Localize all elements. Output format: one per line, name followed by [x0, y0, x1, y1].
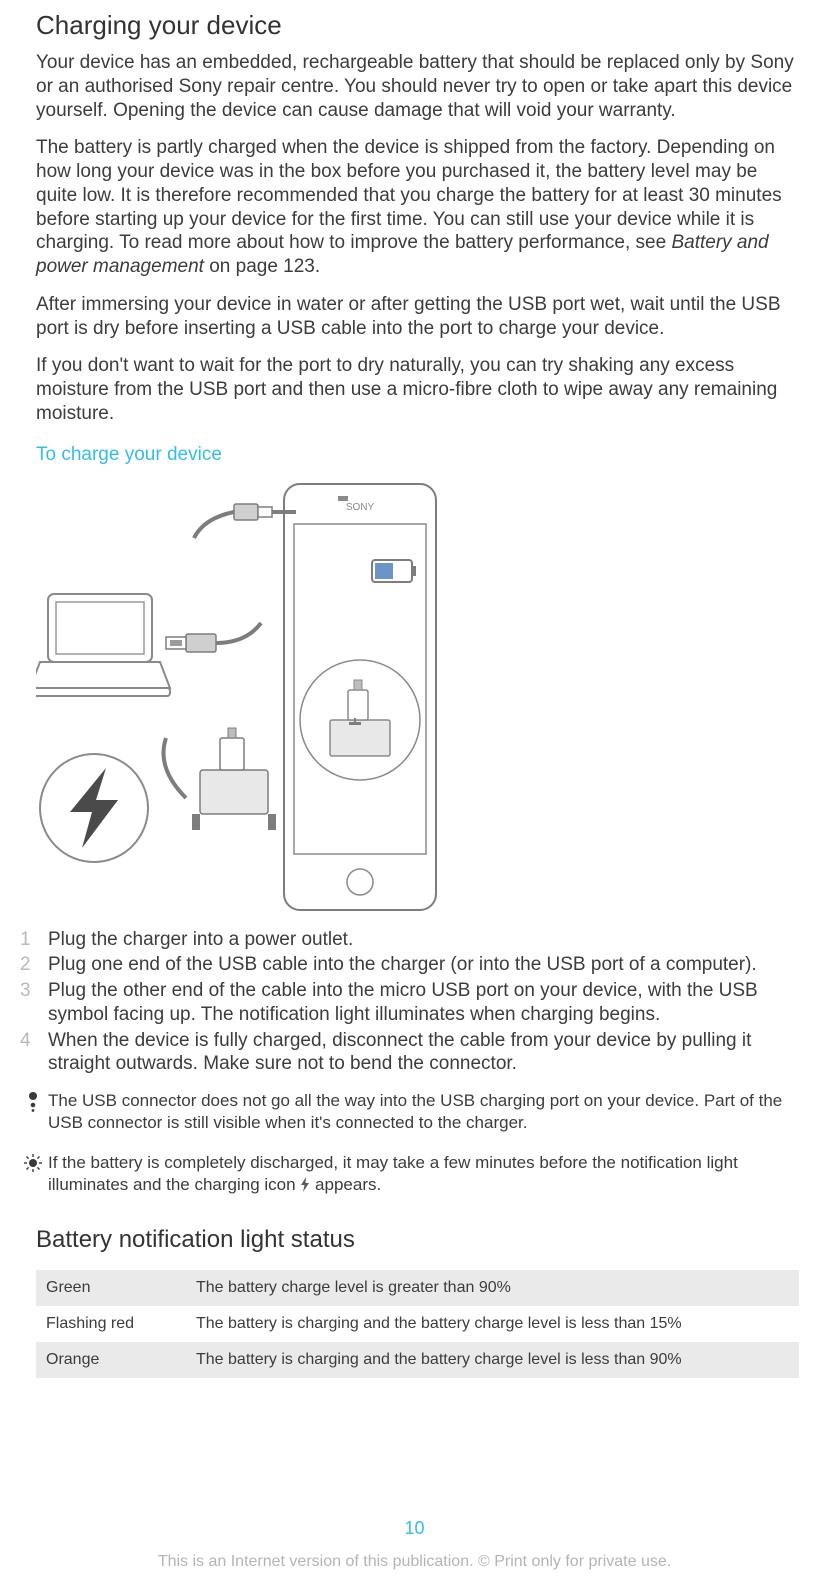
step-text: Plug one end of the USB cable into the c…	[48, 953, 799, 977]
step-num: 4	[18, 1029, 48, 1053]
step-4: 4 When the device is fully charged, disc…	[18, 1029, 799, 1077]
step-1: 1 Plug the charger into a power outlet.	[18, 928, 799, 952]
intro-para-3: After immersing your device in water or …	[36, 293, 799, 341]
step-text: Plug the charger into a power outlet.	[48, 928, 799, 952]
bolt-icon	[300, 1176, 310, 1198]
charging-diagram: SONY	[36, 480, 446, 920]
para2-post: on page 123.	[204, 256, 320, 277]
step-text: Plug the other end of the cable into the…	[48, 979, 799, 1027]
status-desc: The battery charge level is greater than…	[186, 1270, 799, 1306]
step-num: 2	[18, 953, 48, 977]
step-2: 2 Plug one end of the USB cable into the…	[18, 953, 799, 977]
tip-pre: If the battery is completely discharged,…	[48, 1153, 738, 1194]
status-color: Green	[36, 1270, 186, 1306]
svg-text:SONY: SONY	[346, 502, 375, 513]
tip-text: If the battery is completely discharged,…	[48, 1152, 799, 1198]
intro-para-4: If you don't want to wait for the port t…	[36, 354, 799, 425]
warning-text: The USB connector does not go all the wa…	[48, 1090, 799, 1134]
table-row: Flashing red The battery is charging and…	[36, 1306, 799, 1342]
tip-post: appears.	[310, 1175, 381, 1194]
table-row: Orange The battery is charging and the b…	[36, 1342, 799, 1378]
subheading-status: Battery notification light status	[36, 1226, 799, 1254]
status-color: Orange	[36, 1342, 186, 1378]
page: Charging your device Your device has an …	[0, 0, 829, 1589]
status-desc: The battery is charging and the battery …	[186, 1342, 799, 1378]
intro-para-2: The battery is partly charged when the d…	[36, 136, 799, 279]
step-num: 1	[18, 928, 48, 952]
page-number: 10	[0, 1518, 829, 1539]
steps-list: 1 Plug the charger into a power outlet. …	[18, 928, 799, 1077]
status-desc: The battery is charging and the battery …	[186, 1306, 799, 1342]
tip-icon	[18, 1152, 48, 1172]
status-color: Flashing red	[36, 1306, 186, 1342]
status-table: Green The battery charge level is greate…	[36, 1270, 799, 1378]
step-num: 3	[18, 979, 48, 1003]
table-row: Green The battery charge level is greate…	[36, 1270, 799, 1306]
subheading-charge: To charge your device	[36, 444, 799, 466]
page-footer: 10 This is an Internet version of this p…	[0, 1518, 829, 1571]
para2-pre: The battery is partly charged when the d…	[36, 137, 782, 253]
step-text: When the device is fully charged, discon…	[48, 1029, 799, 1077]
legal-text: This is an Internet version of this publ…	[0, 1553, 829, 1571]
step-3: 3 Plug the other end of the cable into t…	[18, 979, 799, 1027]
page-title: Charging your device	[36, 10, 799, 41]
tip-note: If the battery is completely discharged,…	[18, 1152, 799, 1198]
warning-note: The USB connector does not go all the wa…	[18, 1090, 799, 1134]
intro-para-1: Your device has an embedded, rechargeabl…	[36, 51, 799, 122]
warning-icon	[18, 1090, 48, 1112]
